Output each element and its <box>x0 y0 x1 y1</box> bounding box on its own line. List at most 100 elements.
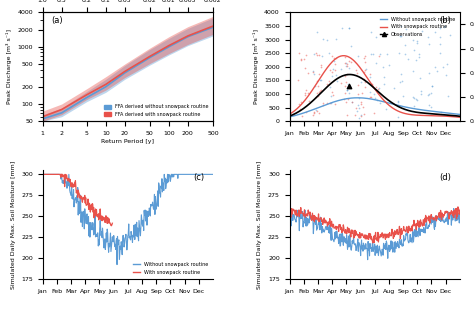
Point <box>437 25 444 30</box>
Point <box>433 68 440 73</box>
Point <box>397 33 405 38</box>
Point <box>361 68 369 73</box>
Point <box>332 55 339 60</box>
Point <box>396 34 404 39</box>
Point <box>415 54 423 59</box>
Point <box>297 58 305 63</box>
Point <box>325 78 333 83</box>
Point <box>418 29 426 34</box>
Point <box>342 61 349 66</box>
Point <box>319 102 327 107</box>
Point <box>361 80 369 85</box>
Point <box>331 101 339 106</box>
Y-axis label: Simulated Daily Max. Soil Moisture [mm]: Simulated Daily Max. Soil Moisture [mm] <box>257 161 263 289</box>
Point <box>355 116 362 121</box>
Point <box>315 52 322 57</box>
Point <box>331 68 339 73</box>
Point <box>310 70 317 75</box>
Point <box>323 100 331 105</box>
Point <box>380 82 388 87</box>
Point <box>367 52 375 57</box>
Point <box>383 52 391 57</box>
Point <box>357 113 365 118</box>
Point <box>426 102 433 107</box>
Point <box>410 96 418 101</box>
Point <box>431 29 439 34</box>
Point <box>360 77 367 82</box>
Point <box>361 60 369 64</box>
Point <box>375 54 383 59</box>
Point <box>315 84 322 89</box>
Point <box>425 91 433 96</box>
Point <box>314 93 322 98</box>
Legend: Without snowpack routine, With snowpack routine, Observations: Without snowpack routine, With snowpack … <box>378 15 457 38</box>
Point <box>315 90 323 95</box>
Point <box>437 42 444 47</box>
Point <box>380 75 388 80</box>
Point <box>328 53 336 58</box>
Point <box>402 27 410 32</box>
Point <box>370 110 377 115</box>
Point <box>418 91 425 96</box>
Point <box>338 26 346 31</box>
Point <box>442 72 450 77</box>
Point <box>356 96 363 101</box>
Point <box>444 93 451 98</box>
Point <box>409 37 416 42</box>
Legend: Without snowpack routine, With snowpack routine: Without snowpack routine, With snowpack … <box>131 260 210 277</box>
Point <box>416 51 423 56</box>
Point <box>302 53 310 58</box>
Point <box>344 61 351 66</box>
Point <box>412 97 420 102</box>
Point <box>341 90 349 95</box>
Point <box>317 78 324 83</box>
Point <box>344 112 351 117</box>
Point <box>427 90 434 95</box>
Point <box>330 58 338 63</box>
Point <box>410 69 417 74</box>
Point <box>376 52 384 57</box>
Point <box>428 84 436 89</box>
Point <box>345 66 352 71</box>
Point <box>427 105 435 110</box>
Point <box>397 71 405 76</box>
Point <box>346 83 353 88</box>
Point <box>348 100 356 105</box>
Y-axis label: Simulated Daily Max. Soil Moisture [mm]: Simulated Daily Max. Soil Moisture [mm] <box>10 161 16 289</box>
Point <box>437 50 444 55</box>
Point <box>368 81 376 86</box>
Point <box>310 52 318 57</box>
Point <box>362 53 369 58</box>
Point <box>354 70 361 75</box>
Point <box>372 60 380 65</box>
Point <box>399 79 406 84</box>
Point <box>343 71 350 76</box>
Point <box>401 52 409 57</box>
Point <box>355 102 362 107</box>
Point <box>313 108 320 113</box>
Point <box>396 50 403 55</box>
Point <box>376 101 384 106</box>
Point <box>355 106 363 111</box>
Point <box>440 24 447 29</box>
Point <box>424 92 432 97</box>
Point <box>337 67 345 72</box>
Point <box>310 113 317 117</box>
Point <box>366 95 374 100</box>
Point <box>382 106 390 111</box>
Point <box>347 60 355 64</box>
Point <box>345 91 353 96</box>
Point <box>399 93 407 98</box>
Point <box>310 109 318 114</box>
Point <box>360 56 368 61</box>
Point <box>413 97 421 102</box>
Point <box>385 62 393 67</box>
Point <box>305 99 313 104</box>
Point <box>366 74 374 79</box>
Point <box>323 38 331 43</box>
Point <box>351 112 359 117</box>
Point <box>370 92 377 97</box>
Point <box>318 54 326 59</box>
Point <box>304 71 311 76</box>
Point <box>394 100 402 105</box>
